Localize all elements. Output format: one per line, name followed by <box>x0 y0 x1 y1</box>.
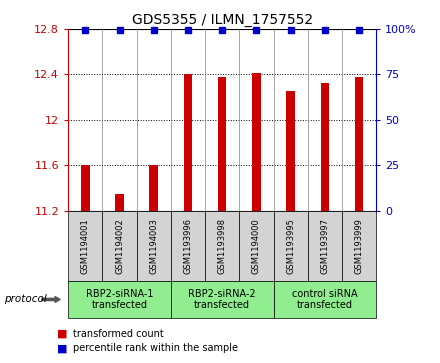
Text: GSM1193998: GSM1193998 <box>218 218 227 274</box>
Bar <box>321 83 329 211</box>
Bar <box>286 91 295 211</box>
Text: RBP2-siRNA-1
transfected: RBP2-siRNA-1 transfected <box>86 289 153 310</box>
Text: GSM1194002: GSM1194002 <box>115 218 124 274</box>
Bar <box>81 165 90 211</box>
Bar <box>252 73 260 211</box>
Text: percentile rank within the sample: percentile rank within the sample <box>73 343 238 354</box>
Text: ■: ■ <box>57 343 68 354</box>
Bar <box>115 193 124 211</box>
Text: GSM1193995: GSM1193995 <box>286 218 295 274</box>
Text: control siRNA
transfected: control siRNA transfected <box>292 289 358 310</box>
Bar <box>218 77 227 211</box>
Text: protocol: protocol <box>4 294 47 305</box>
Bar <box>150 165 158 211</box>
Bar <box>184 74 192 211</box>
Title: GDS5355 / ILMN_1757552: GDS5355 / ILMN_1757552 <box>132 13 313 26</box>
Text: GSM1193997: GSM1193997 <box>320 218 330 274</box>
Text: GSM1194000: GSM1194000 <box>252 218 261 274</box>
Text: ■: ■ <box>57 329 68 339</box>
Text: RBP2-siRNA-2
transfected: RBP2-siRNA-2 transfected <box>188 289 256 310</box>
Text: GSM1193999: GSM1193999 <box>355 218 363 274</box>
Bar <box>355 77 363 211</box>
Text: GSM1193996: GSM1193996 <box>183 218 192 274</box>
Text: GSM1194003: GSM1194003 <box>149 218 158 274</box>
Text: GSM1194001: GSM1194001 <box>81 218 90 274</box>
Text: transformed count: transformed count <box>73 329 163 339</box>
